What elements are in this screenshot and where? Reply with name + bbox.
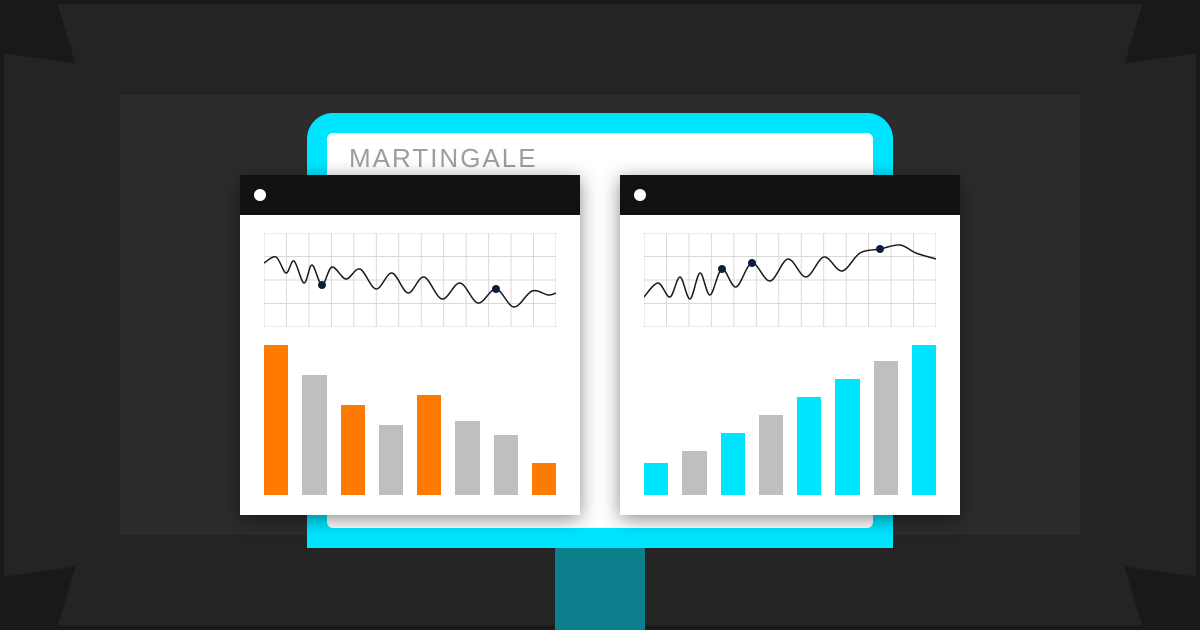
window-control-dot-icon xyxy=(634,189,646,201)
panel-right-titlebar xyxy=(620,175,960,215)
panel-right-bar-chart xyxy=(644,345,936,495)
bar xyxy=(797,397,821,495)
bar xyxy=(644,463,668,495)
panel-left-line-chart xyxy=(264,233,556,327)
bar xyxy=(759,415,783,495)
panel-right-line-chart xyxy=(644,233,936,327)
bar xyxy=(455,421,479,495)
bar xyxy=(302,375,326,495)
bar xyxy=(494,435,518,495)
bar xyxy=(874,361,898,495)
bar xyxy=(532,463,556,495)
bar xyxy=(912,345,936,495)
bg-facet-top xyxy=(58,4,1142,95)
window-control-dot-icon xyxy=(254,189,266,201)
bar xyxy=(682,451,706,495)
bar xyxy=(835,379,859,495)
panel-left-bar-chart xyxy=(264,345,556,495)
bg-facet-right xyxy=(1080,53,1196,576)
stage: MARTINGALE xyxy=(0,0,1200,630)
panel-right xyxy=(620,175,960,515)
panel-left xyxy=(240,175,580,515)
bg-facet-left xyxy=(4,53,120,576)
bar xyxy=(264,345,288,495)
bar xyxy=(721,433,745,495)
panel-left-titlebar xyxy=(240,175,580,215)
bar xyxy=(379,425,403,495)
monitor-title: MARTINGALE xyxy=(349,143,538,174)
monitor-stand xyxy=(555,548,645,630)
bar xyxy=(417,395,441,495)
bar xyxy=(341,405,365,495)
